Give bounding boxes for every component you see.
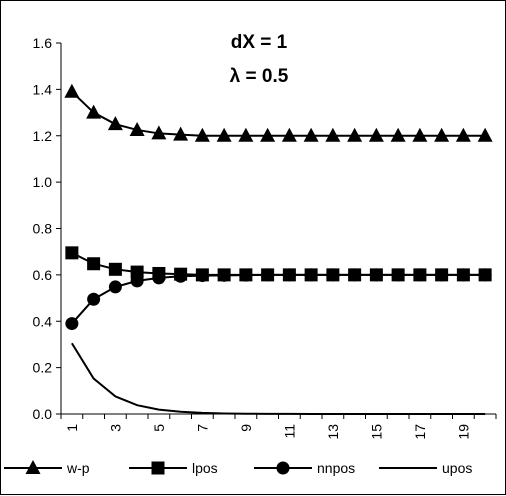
data-point-w-p	[281, 127, 297, 142]
data-point-w-p	[129, 121, 145, 136]
legend-marker-nnpos	[276, 461, 290, 475]
legend: w-p lpos nnpos upos	[4, 460, 472, 476]
annotation-dx: dX = 1	[231, 32, 288, 53]
x-tick-label: 3	[107, 424, 123, 432]
data-point-lpos	[87, 257, 101, 271]
legend-label-upos: upos	[442, 460, 472, 476]
data-point-nnpos	[174, 269, 188, 283]
axes: 0.00.20.40.60.81.01.21.41.61 3 5 7 9 11 13 15 17…	[33, 35, 497, 440]
y-tick-label: 0.2	[33, 360, 53, 376]
series-w-p	[64, 83, 493, 142]
x-tick-label: 1	[64, 424, 80, 432]
y-tick-label: 1.6	[33, 35, 53, 51]
series-line-upos	[71, 342, 486, 415]
series-upos	[71, 342, 486, 415]
series-layer	[64, 83, 493, 415]
y-tick-label: 0.8	[33, 221, 53, 237]
y-tick-label: 0.0	[33, 406, 53, 422]
x-tick-label: 15	[368, 424, 384, 440]
data-point-nnpos	[478, 268, 492, 282]
legend-marker-w-p	[25, 460, 41, 474]
data-point-nnpos	[217, 268, 231, 282]
legend-item-w-p: w-p	[4, 460, 90, 476]
data-point-w-p	[238, 127, 254, 142]
data-point-w-p	[303, 127, 319, 142]
y-tick-label: 0.4	[33, 313, 53, 329]
legend-marker-lpos	[151, 461, 165, 475]
data-point-nnpos	[326, 268, 340, 282]
data-point-nnpos	[195, 269, 209, 283]
y-tick-label: 1.2	[33, 128, 53, 144]
data-point-nnpos	[391, 268, 405, 282]
data-point-w-p	[173, 126, 189, 141]
x-tick-label: 17	[412, 424, 428, 440]
legend-item-nnpos: nnpos	[254, 460, 355, 476]
data-point-nnpos	[435, 268, 449, 282]
data-point-w-p	[390, 127, 406, 142]
x-tick-label: 7	[194, 424, 210, 432]
data-point-w-p	[216, 127, 232, 142]
data-point-lpos	[108, 262, 122, 276]
data-point-nnpos	[413, 268, 427, 282]
data-point-nnpos	[239, 268, 253, 282]
data-point-w-p	[434, 127, 450, 142]
data-point-w-p	[107, 116, 123, 131]
data-point-w-p	[325, 127, 341, 142]
series-lpos	[65, 246, 492, 282]
data-point-w-p	[477, 127, 493, 142]
data-point-nnpos	[87, 292, 101, 306]
legend-item-upos: upos	[379, 460, 472, 476]
data-point-w-p	[86, 104, 102, 119]
legend-label-lpos: lpos	[192, 460, 218, 476]
data-point-nnpos	[456, 268, 470, 282]
data-point-lpos	[65, 246, 79, 260]
data-point-nnpos	[108, 280, 122, 294]
data-point-w-p	[151, 125, 167, 140]
data-point-w-p	[412, 127, 428, 142]
legend-label-w-p: w-p	[66, 460, 90, 476]
data-point-w-p	[455, 127, 471, 142]
legend-item-lpos: lpos	[129, 460, 218, 476]
data-point-nnpos	[369, 268, 383, 282]
data-point-w-p	[64, 83, 80, 98]
data-point-w-p	[260, 127, 276, 142]
data-point-nnpos	[282, 268, 296, 282]
data-point-w-p	[194, 127, 210, 142]
data-point-nnpos	[152, 271, 166, 285]
x-tick-label: 13	[325, 424, 341, 440]
x-tick-label: 11	[281, 424, 297, 439]
data-point-nnpos	[65, 317, 79, 331]
x-tick-label: 5	[151, 424, 167, 432]
data-point-nnpos	[304, 268, 318, 282]
y-tick-label: 1.4	[33, 81, 53, 97]
legend-label-nnpos: nnpos	[317, 460, 355, 476]
data-point-nnpos	[130, 274, 144, 288]
data-point-nnpos	[261, 268, 275, 282]
data-point-nnpos	[348, 268, 362, 282]
x-tick-label: 9	[238, 424, 254, 432]
x-tick-label: 19	[455, 424, 471, 440]
annotation-lambda: λ = 0.5	[230, 66, 289, 87]
y-tick-label: 0.6	[33, 267, 53, 283]
y-tick-label: 1.0	[33, 174, 53, 190]
series-nnpos	[65, 268, 492, 331]
data-point-w-p	[368, 127, 384, 142]
data-point-w-p	[347, 127, 363, 142]
